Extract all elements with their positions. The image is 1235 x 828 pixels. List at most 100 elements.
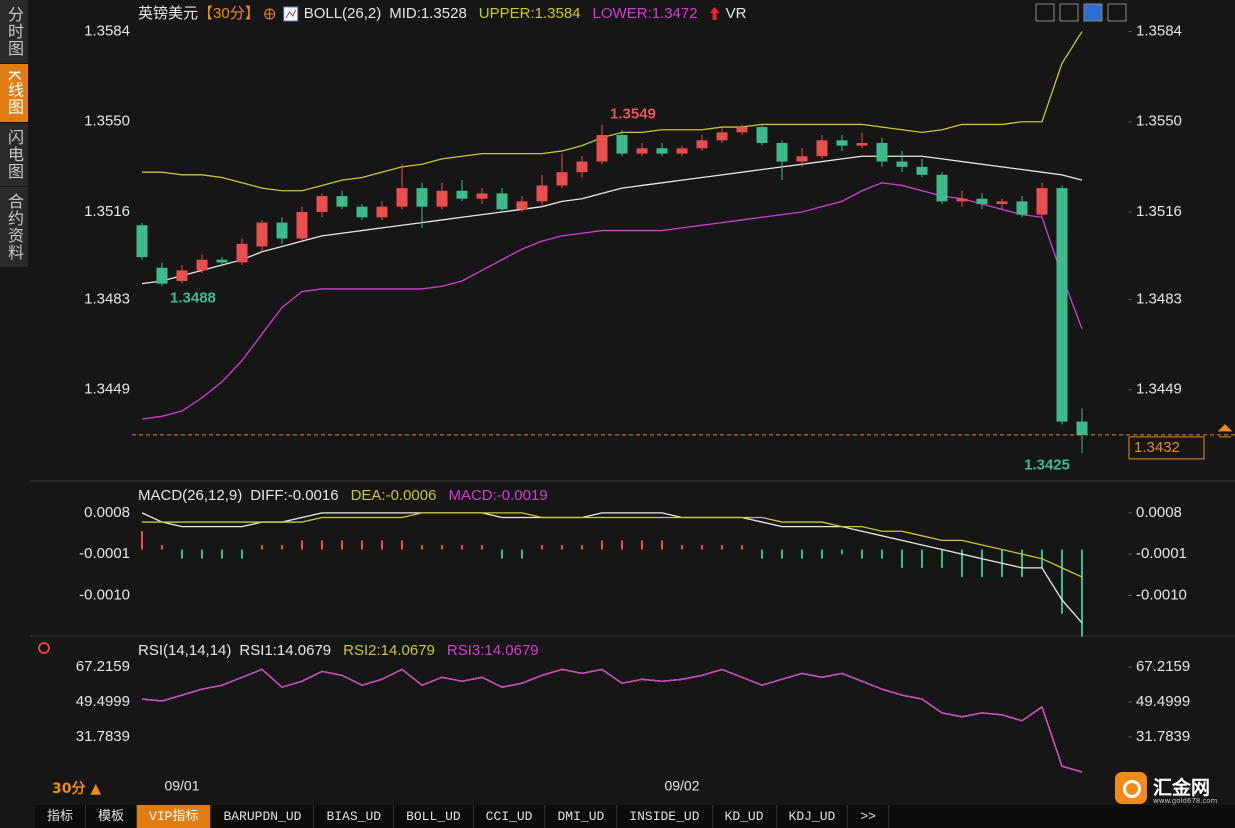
macd-bar [981,549,983,578]
side-tab[interactable]: 闪电图 [0,122,28,187]
macd-bar [441,544,443,550]
candle-body [596,135,608,162]
macd-bar [701,544,703,550]
macd-bar [601,540,603,550]
line [141,155,1083,285]
candle-body [236,243,248,263]
candle-body [676,148,688,154]
macd-bar [481,544,483,550]
legend-entry: DEA:-0.0006 [351,487,437,504]
y-tick-label: 31.7839 [76,728,130,745]
macd-bar [321,540,323,550]
macd-bar [521,549,523,559]
macd-bar [781,549,783,559]
macd-bar [281,544,283,550]
side-tab[interactable]: 分时图 [0,0,28,64]
tool-icon[interactable] [1035,3,1055,22]
y-tick-label: 1.3516 [1136,203,1182,220]
macd-bar [561,544,563,550]
bottom-tab[interactable]: BARUPDN_UD [211,805,315,828]
icon [285,9,297,19]
candle-body [736,127,748,133]
candle-body [276,222,288,239]
bottom-tabs: 指标 模板 VIP指标 BARUPDN_UD BIAS_UD BOLL_UD CCI_UD D… [35,805,1235,828]
y-tick-label: 67.2159 [1136,658,1190,675]
candle-body [716,132,728,141]
candle-body [916,166,928,175]
candle-body [1056,188,1068,422]
candle-body [796,156,808,162]
icon [264,9,275,19]
side-tab[interactable]: K线图 [0,64,28,123]
legend-entry: LOWER:1.3472 [593,5,698,22]
macd-bar [581,544,583,550]
tool-icon[interactable] [1083,3,1103,22]
y-tick-label: 1.3449 [84,381,130,398]
bottom-tab[interactable]: BIAS_UD [314,805,395,828]
bottom-tab[interactable]: KD_UD [713,805,777,828]
legend-entry: RSI1:14.0679 [239,642,331,659]
candle-body [636,148,648,154]
macd-bar [821,549,823,559]
candle-body [356,206,368,218]
y-tick-label: 31.7839 [1136,728,1190,745]
bottom-tab[interactable]: KDJ_UD [777,805,849,828]
period-button[interactable]: 30分 ▲ [52,781,102,797]
y-tick-label: 1.3483 [1136,291,1182,308]
toolbar[interactable] [1035,3,1127,22]
macd-bar [541,544,543,550]
macd-bar [761,549,763,559]
macd-bar [161,544,163,550]
legend-entry: RSI3:14.0679 [447,642,539,659]
price-box [1128,436,1205,460]
macd-bar [341,540,343,550]
side-tab[interactable]: 合约资料 [0,186,28,268]
panel-title: RSI(14,14,14) [138,642,231,659]
macd-bar [941,549,943,568]
legend-entry: DIFF:-0.0016 [250,487,338,504]
logo-url: www.gold678.com [1153,797,1218,805]
macd-bar [461,544,463,550]
bottom-tab[interactable]: 模板 [86,805,138,828]
bottom-tab[interactable]: BOLL_UD [394,805,474,828]
y-tick-label: 1.3483 [84,291,130,308]
macd-bar [741,544,743,550]
y-tick-label: -0.0010 [79,586,130,603]
legend-entry: MID:1.3528 [389,5,467,22]
macd-bar [261,544,263,550]
macd-bar [841,549,843,555]
line [141,668,1083,773]
macd-bar [961,549,963,578]
bottom-tab[interactable]: CCI_UD [474,805,546,828]
candle-body [316,196,328,212]
logo-icon [1115,772,1147,804]
bottom-tab[interactable]: >> [848,805,889,828]
y-tick-label: 1.3516 [84,203,130,220]
icon [709,7,720,20]
candle-body [776,142,788,162]
legend-entry: UPPER:1.3584 [479,5,581,22]
bottom-tab[interactable]: VIP指标 [137,805,212,828]
bottom-tab[interactable]: DMI_UD [545,805,618,828]
macd-bar [921,549,923,568]
bottom-tab[interactable]: INSIDE_UD [617,805,713,828]
macd-bar [801,549,803,559]
current-price: 1.3432 [1134,439,1180,456]
bottom-tab[interactable]: 指标 [35,805,87,828]
tool-icon[interactable] [1059,3,1079,22]
candle-body [896,161,908,167]
logo: 汇金网 www.gold678.com [1115,772,1235,806]
legend-entry: RSI2:14.0679 [343,642,435,659]
candle-body [456,190,468,199]
candle-body [1076,421,1088,435]
settings-icon[interactable] [38,642,50,654]
candle-body [296,211,308,239]
macd-bar [401,540,403,550]
macd-bar [421,544,423,550]
tool-icon[interactable] [1107,3,1127,22]
indicator: VR [726,5,747,22]
candle-body [396,188,408,207]
candle-body [176,270,188,281]
